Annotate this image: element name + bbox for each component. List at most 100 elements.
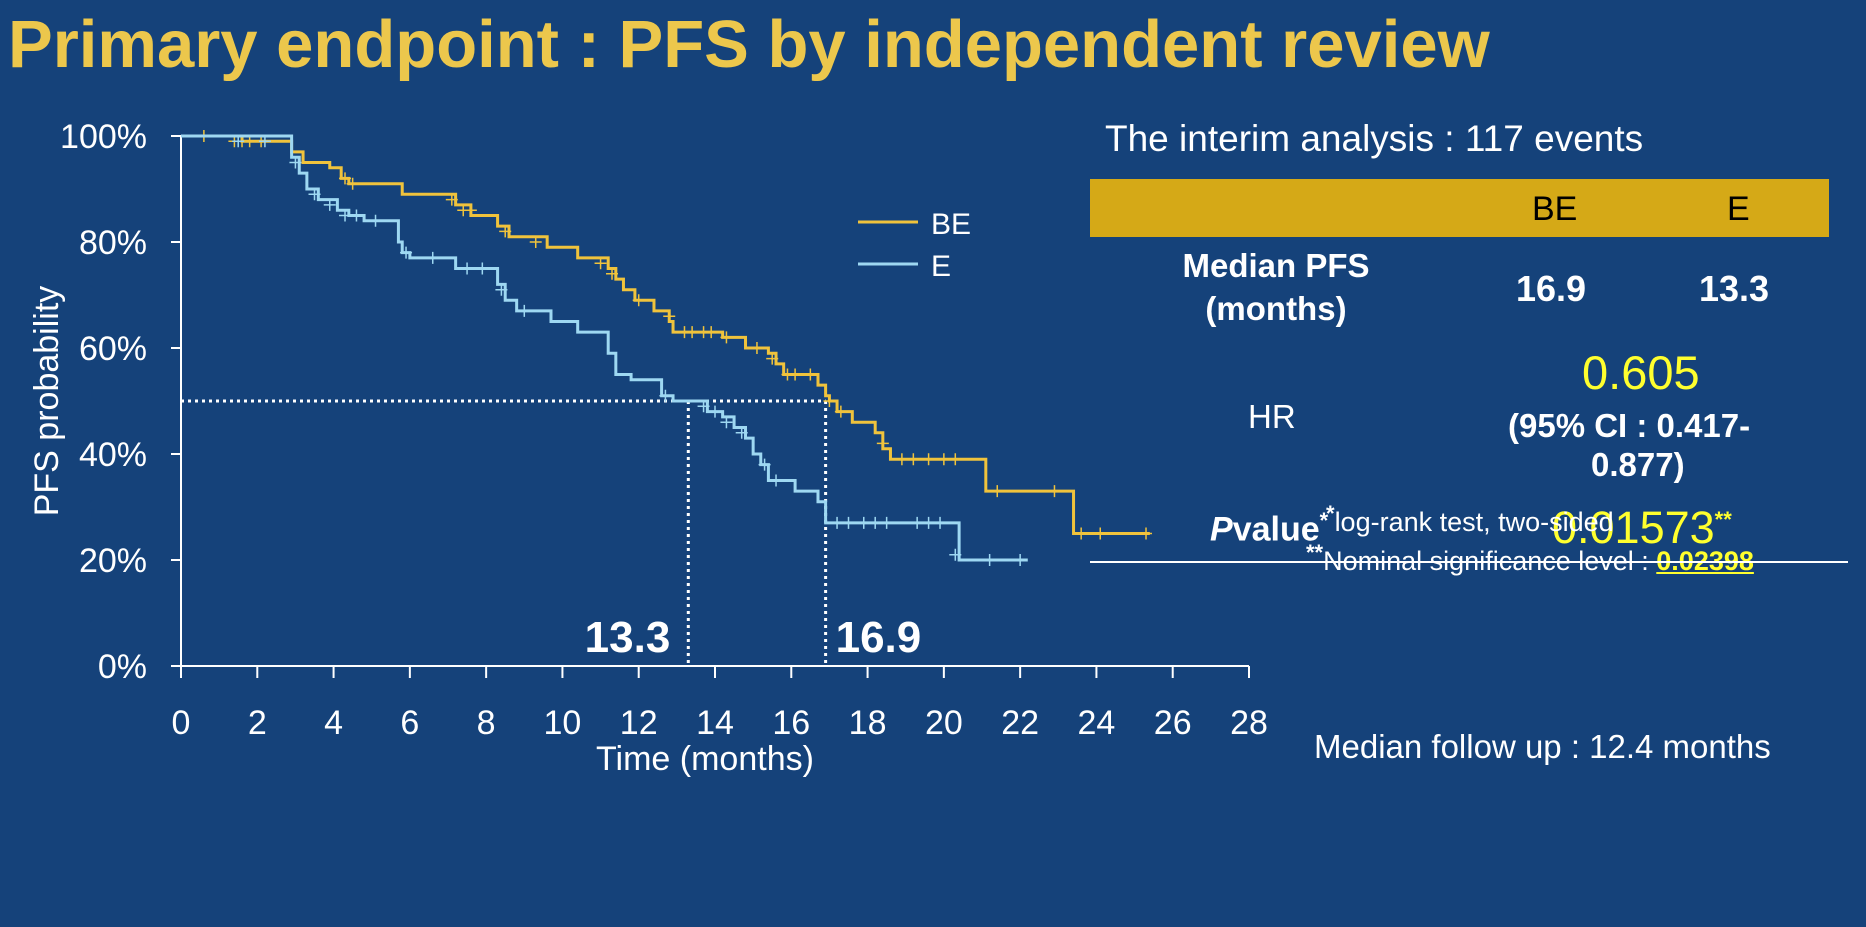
legend-label-e: E xyxy=(931,250,951,283)
x-tick-label: 18 xyxy=(849,704,887,742)
censor-mark-be xyxy=(804,368,817,381)
censor-mark-e xyxy=(857,516,870,529)
x-tick-label: 20 xyxy=(925,704,963,742)
x-tick-label: 28 xyxy=(1230,704,1268,742)
censor-mark-e xyxy=(831,516,844,529)
median-label-be: 16.9 xyxy=(836,613,922,662)
censor-mark-be xyxy=(594,257,607,270)
censor-mark-be xyxy=(464,204,477,217)
censor-mark-e xyxy=(709,405,721,418)
censor-mark-be xyxy=(876,437,889,450)
censor-mark-e xyxy=(842,516,855,529)
p-italic: P xyxy=(1210,510,1233,549)
p-word: value xyxy=(1232,510,1320,549)
censor-mark-be xyxy=(823,395,836,407)
censor-mark-be xyxy=(766,352,779,365)
footnote-1-text: log-rank test, two-sided xyxy=(1334,507,1614,537)
censor-mark-e xyxy=(911,516,924,529)
legend-label-be: BE xyxy=(931,208,971,241)
censor-mark-be xyxy=(1048,485,1061,498)
censor-mark-be xyxy=(834,405,847,418)
y-tick-label: 0% xyxy=(98,648,147,686)
interim-analysis-label: The interim analysis : 117 events xyxy=(1105,118,1644,159)
median-pfs-label: Median PFS xyxy=(1182,247,1370,284)
censor-mark-e xyxy=(983,554,996,566)
y-axis-label: PFS probability xyxy=(28,286,66,517)
censor-mark-e xyxy=(323,198,336,211)
median-label-e: 13.3 xyxy=(585,613,671,662)
x-tick-label: 10 xyxy=(544,704,582,742)
footnote-significance: **Nominal significance level : 0.02398 xyxy=(1306,540,1754,577)
censor-mark-e xyxy=(518,304,531,317)
censor-mark-be xyxy=(529,236,542,248)
x-tick-label: 16 xyxy=(772,704,810,742)
censor-mark-e xyxy=(369,214,382,227)
censor-mark-e xyxy=(461,262,474,275)
censor-mark-e xyxy=(934,516,947,529)
censor-mark-e xyxy=(1014,554,1027,566)
censor-mark-be xyxy=(750,342,763,354)
p-value-mark: ** xyxy=(1714,507,1732,532)
censor-mark-be xyxy=(339,172,352,185)
x-tick-label: 14 xyxy=(696,704,734,742)
censor-mark-e xyxy=(869,516,882,529)
censor-mark-e xyxy=(659,389,672,402)
x-tick-label: 8 xyxy=(477,704,496,742)
censor-mark-e xyxy=(735,426,748,439)
p-label-mark: * xyxy=(1319,508,1329,533)
censor-mark-be xyxy=(705,326,718,339)
censor-mark-e xyxy=(258,135,271,148)
x-tick-label: 24 xyxy=(1078,704,1116,742)
hr-ci-line-1: (95% CI : 0.417- xyxy=(1508,407,1751,444)
footnote-logrank: *log-rank test, two-sided xyxy=(1326,501,1614,538)
censor-mark-be xyxy=(606,267,619,280)
median-follow-up: Median follow up : 12.4 months xyxy=(1314,728,1771,765)
censor-mark-e xyxy=(697,400,710,413)
table-header-be: BE xyxy=(1532,190,1578,228)
censor-mark-be xyxy=(499,225,512,238)
censor-mark-be xyxy=(895,453,908,466)
censor-mark-be xyxy=(937,453,950,466)
censor-mark-be xyxy=(663,310,676,323)
plot-area: 0%20%40%60%80%100%0 2 4 6 8 10 12 14 16 18 20 22 24 2… xyxy=(28,118,1268,778)
median-pfs-be-value: 16.9 xyxy=(1516,268,1587,309)
censor-mark-e xyxy=(476,262,489,275)
footnote-1-mark: * xyxy=(1326,501,1335,526)
table-header-bar xyxy=(1090,179,1829,237)
censor-mark-be xyxy=(632,294,645,307)
censor-mark-e xyxy=(949,548,962,561)
p-value-number: 0.01573 xyxy=(1552,502,1715,553)
censor-mark-e xyxy=(339,209,352,222)
page-title: Primary endpoint : PFS by independent re… xyxy=(8,7,1490,82)
x-tick-label: 2 xyxy=(248,704,267,742)
x-tick-label: 12 xyxy=(620,704,658,742)
censor-mark-be xyxy=(949,453,962,466)
x-axis-label: Time (months) xyxy=(596,740,814,778)
series-line-e xyxy=(181,134,1028,562)
y-tick-label: 100% xyxy=(60,118,147,156)
table-header-e: E xyxy=(1727,190,1750,228)
censor-mark-e xyxy=(308,188,321,201)
censor-mark-be xyxy=(1140,527,1153,540)
censor-mark-e xyxy=(232,135,245,148)
x-tick-label: 22 xyxy=(1001,704,1039,742)
x-tick-label: 4 xyxy=(324,704,343,742)
y-tick-label: 40% xyxy=(79,436,147,474)
x-tick-label: 0 xyxy=(172,704,191,742)
median-pfs-e-value: 13.3 xyxy=(1699,268,1770,309)
censor-mark-e xyxy=(758,458,771,471)
p-value-label: Pvalue* xyxy=(1210,508,1328,549)
censor-mark-e xyxy=(426,251,439,264)
censor-mark-e xyxy=(720,416,733,429)
censor-mark-e xyxy=(880,516,893,529)
y-tick-label: 60% xyxy=(79,330,147,368)
x-tick-label: 26 xyxy=(1154,704,1192,742)
censor-mark-e xyxy=(289,156,302,169)
censor-mark-be xyxy=(1075,527,1088,540)
p-value: 0.01573** xyxy=(1552,502,1732,554)
hr-ci-line-2: 0.877) xyxy=(1591,446,1685,483)
hr-value: 0.605 xyxy=(1582,346,1700,399)
footnote-divider xyxy=(1090,561,1848,563)
censor-mark-be xyxy=(1094,527,1107,540)
median-pfs-unit-label: (months) xyxy=(1205,290,1347,327)
